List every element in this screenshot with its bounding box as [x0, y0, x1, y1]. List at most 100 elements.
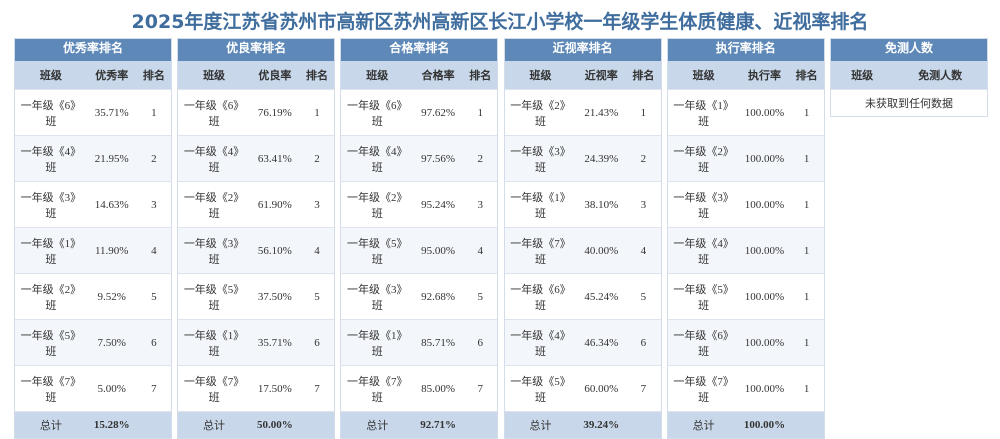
data-row: 一年级《7》班 17.50% 7 [178, 365, 335, 412]
header-row: 班级 近视率 排名 [504, 61, 661, 90]
cell: 35.71% [86, 89, 137, 136]
data-row: 一年级《1》班 100.00% 1 [667, 89, 824, 136]
cell: 一年级《1》班 [504, 181, 577, 228]
column-header: 班级 [15, 61, 87, 90]
cell: 100.00% [739, 227, 790, 274]
data-row: 一年级《5》班 37.50% 5 [178, 273, 335, 320]
data-row: 一年级《5》班 100.00% 1 [667, 273, 824, 320]
data-row: 一年级《2》班 9.52% 5 [15, 273, 171, 320]
cell: 6 [299, 319, 335, 366]
data-row: 一年级《3》班 14.63% 3 [15, 181, 171, 228]
total-label: 总计 [667, 411, 740, 438]
total-row: 总计 50.00% [178, 411, 335, 438]
cell: 1 [789, 89, 824, 136]
cell: 一年级《2》班 [178, 181, 250, 228]
panel: 优秀率排名 班级 优秀率 排名 一年级《6》班 35.71% 1 一年级《4》班 21.95% 2… [14, 38, 172, 439]
column-header: 执行率 [739, 61, 790, 90]
cell: 46.34% [576, 319, 627, 366]
cell [789, 411, 824, 438]
cell: 一年级《1》班 [15, 227, 87, 274]
total-row: 总计 92.71% [341, 411, 498, 438]
total-value: 100.00% [739, 411, 790, 438]
cell: 一年级《6》班 [15, 89, 87, 136]
data-row: 一年级《2》班 100.00% 1 [667, 135, 824, 182]
cell: 40.00% [576, 227, 627, 274]
cell: 7.50% [86, 319, 137, 366]
data-row: 一年级《7》班 100.00% 1 [667, 365, 824, 412]
cell: 一年级《7》班 [178, 365, 250, 412]
cell: 97.56% [413, 135, 464, 182]
cell: 一年级《4》班 [341, 135, 414, 182]
data-row: 一年级《3》班 92.68% 5 [341, 273, 498, 320]
cell: 100.00% [739, 319, 790, 366]
cell: 2 [136, 135, 171, 182]
column-header: 班级 [667, 61, 740, 90]
data-row: 一年级《7》班 40.00% 4 [504, 227, 661, 274]
total-value: 15.28% [86, 411, 137, 438]
column-header: 排名 [463, 61, 498, 90]
cell: 4 [626, 227, 661, 274]
column-header: 免测人数 [893, 61, 987, 90]
cell [136, 411, 171, 438]
cell: 6 [136, 319, 171, 366]
total-value: 92.71% [413, 411, 464, 438]
data-row: 一年级《3》班 100.00% 1 [667, 181, 824, 228]
cell: 一年级《7》班 [15, 365, 87, 412]
cell: 一年级《1》班 [341, 319, 414, 366]
cell: 21.43% [576, 89, 627, 136]
cell: 3 [136, 181, 171, 228]
cell: 3 [299, 181, 335, 228]
panel-title: 优秀率排名 [15, 39, 171, 61]
cell: 一年级《5》班 [667, 273, 740, 320]
cell: 7 [463, 365, 498, 412]
cell: 一年级《3》班 [667, 181, 740, 228]
cell: 5 [136, 273, 171, 320]
cell: 一年级《7》班 [504, 227, 577, 274]
column-header: 班级 [504, 61, 577, 90]
total-value: 39.24% [576, 411, 627, 438]
cell: 100.00% [739, 89, 790, 136]
data-row: 一年级《1》班 38.10% 3 [504, 181, 661, 228]
cell: 一年级《7》班 [341, 365, 414, 412]
total-label: 总计 [178, 411, 250, 438]
cell: 一年级《4》班 [504, 319, 577, 366]
column-header: 近视率 [576, 61, 627, 90]
data-row: 一年级《5》班 7.50% 6 [15, 319, 171, 366]
header-row: 班级 执行率 排名 [667, 61, 824, 90]
data-row: 一年级《1》班 85.71% 6 [341, 319, 498, 366]
data-row: 一年级《4》班 97.56% 2 [341, 135, 498, 182]
panel: 优良率排名 班级 优良率 排名 一年级《6》班 76.19% 1 一年级《4》班 63.41% 2… [177, 38, 336, 439]
cell: 61.90% [249, 181, 300, 228]
cell: 一年级《1》班 [178, 319, 250, 366]
ranking-table: 班级 合格率 排名 一年级《6》班 97.62% 1 一年级《4》班 97.56% 2 一年级《2… [341, 61, 498, 438]
cell: 一年级《5》班 [504, 365, 577, 412]
cell: 92.68% [413, 273, 464, 320]
ranking-table: 班级 优秀率 排名 一年级《6》班 35.71% 1 一年级《4》班 21.95% 2 一年级《3… [15, 61, 171, 438]
cell: 37.50% [249, 273, 300, 320]
cell: 1 [789, 273, 824, 320]
total-row: 总计 100.00% [667, 411, 824, 438]
cell: 17.50% [249, 365, 300, 412]
cell: 14.63% [86, 181, 137, 228]
cell: 1 [789, 227, 824, 274]
cell: 7 [299, 365, 335, 412]
cell: 100.00% [739, 273, 790, 320]
panel: 执行率排名 班级 执行率 排名 一年级《1》班 100.00% 1 一年级《2》班 100.00… [666, 38, 825, 439]
data-row: 一年级《4》班 100.00% 1 [667, 227, 824, 274]
cell: 一年级《2》班 [341, 181, 414, 228]
header-row: 班级 优秀率 排名 [15, 61, 171, 90]
panel-title: 合格率排名 [341, 39, 498, 61]
cell: 一年级《6》班 [667, 319, 740, 366]
cell: 一年级《2》班 [15, 273, 87, 320]
column-header: 班级 [831, 61, 894, 90]
cell: 一年级《4》班 [15, 135, 87, 182]
total-label: 总计 [15, 411, 87, 438]
column-header: 排名 [136, 61, 171, 90]
cell: 一年级《6》班 [504, 273, 577, 320]
cell: 35.71% [249, 319, 300, 366]
panel: 近视率排名 班级 近视率 排名 一年级《2》班 21.43% 1 一年级《3》班 24.39% 2… [503, 38, 662, 439]
empty-message: 未获取到任何数据 [831, 89, 987, 116]
cell: 11.90% [86, 227, 137, 274]
cell: 一年级《6》班 [178, 89, 250, 136]
